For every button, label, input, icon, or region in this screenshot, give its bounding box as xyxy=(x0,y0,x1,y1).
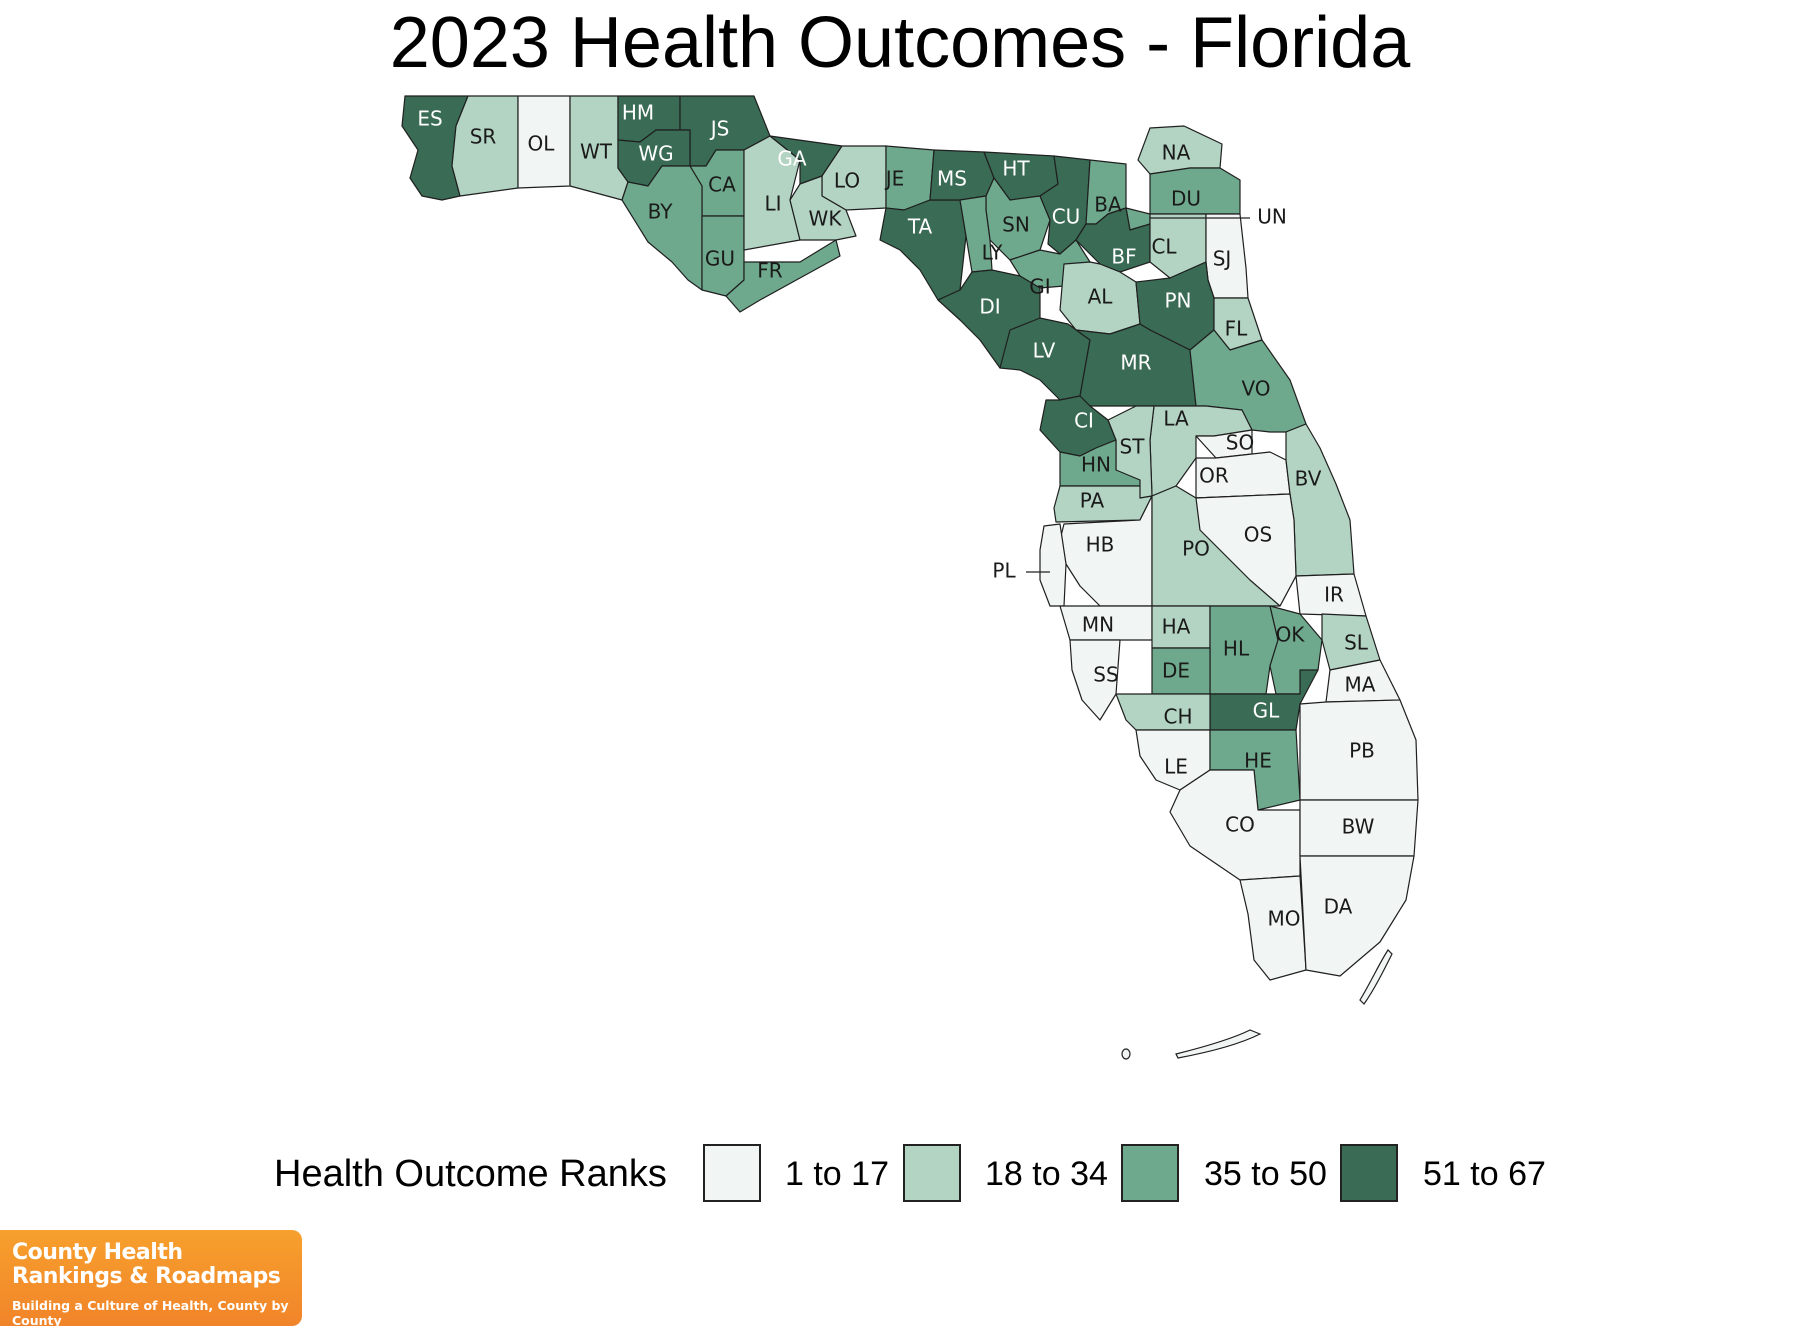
county-label-hb: HB xyxy=(1086,533,1115,557)
county-label-sl: SL xyxy=(1344,631,1369,655)
map-title: 2023 Health Outcomes - Florida xyxy=(389,3,1411,83)
county-label-ca: CA xyxy=(708,173,736,197)
county-label-gu: GU xyxy=(705,247,735,271)
county-label-wt: WT xyxy=(580,140,613,164)
county-by xyxy=(621,165,703,291)
county-fr xyxy=(725,239,841,313)
county-label-du: DU xyxy=(1171,187,1201,211)
county-label-hn: HN xyxy=(1081,453,1111,477)
county-label-os: OS xyxy=(1244,523,1272,547)
county-label-ta: TA xyxy=(907,215,933,239)
county-label-sn: SN xyxy=(1002,213,1030,237)
county-ss xyxy=(1069,639,1121,721)
county-label-ga: GA xyxy=(777,147,806,171)
county-ly xyxy=(959,195,993,273)
county-label-ir: IR xyxy=(1324,583,1344,607)
county-wk xyxy=(789,175,857,241)
county-label-es: ES xyxy=(417,107,442,131)
county-label-ol: OL xyxy=(528,132,556,156)
county-label-vo: VO xyxy=(1241,377,1270,401)
county-label-po: PO xyxy=(1182,537,1210,561)
county-os xyxy=(1195,493,1297,607)
county-label-co: CO xyxy=(1225,813,1255,837)
county-label-pa: PA xyxy=(1080,489,1105,513)
county-label-al: AL xyxy=(1088,285,1114,309)
county-label-li: LI xyxy=(764,192,781,216)
county-label-ha: HA xyxy=(1162,615,1191,639)
county-label-ba: BA xyxy=(1094,193,1122,217)
county-label-js: JS xyxy=(709,117,730,141)
county-bv xyxy=(1285,423,1355,577)
county-mo xyxy=(1239,875,1307,981)
county-label-pn: PN xyxy=(1164,289,1191,313)
legend-swatch-18-to-34 xyxy=(903,1144,961,1202)
county-label-pb: PB xyxy=(1349,739,1375,763)
county-label-lv: LV xyxy=(1033,339,1056,363)
county-label-wk: WK xyxy=(809,207,843,231)
legend-label-51-to-67: 51 to 67 xyxy=(1423,1155,1546,1193)
logo-tagline: Building a Culture of Health, County by … xyxy=(12,1298,289,1328)
logo-line1: County Health xyxy=(12,1240,183,1265)
county-health-rankings-logo: County Health Rankings & Roadmaps Buildi… xyxy=(0,1230,302,1328)
florida-keys xyxy=(1121,949,1393,1060)
county-label-hm: HM xyxy=(622,101,654,125)
county-label-bv: BV xyxy=(1295,467,1322,491)
county-label-st: ST xyxy=(1120,435,1146,459)
county-label-mn: MN xyxy=(1082,613,1114,637)
county-label-lo: LO xyxy=(834,169,860,193)
legend-swatch-35-to-50 xyxy=(1121,1144,1179,1202)
county-label-ma: MA xyxy=(1345,673,1376,697)
county-label-he: HE xyxy=(1244,749,1272,773)
county-label-ci: CI xyxy=(1074,409,1094,433)
county-da xyxy=(1299,855,1415,977)
county-label-bw: BW xyxy=(1342,815,1375,839)
county-label-ms: MS xyxy=(937,167,967,191)
legend-label-1-to-17: 1 to 17 xyxy=(785,1155,889,1193)
logo-line2: Rankings & Roadmaps xyxy=(12,1264,281,1289)
legend-label-35-to-50: 35 to 50 xyxy=(1204,1155,1327,1193)
county-label-sr: SR xyxy=(470,125,497,149)
county-label-gi: GI xyxy=(1029,275,1050,299)
county-label-or: OR xyxy=(1199,464,1229,488)
county-ok xyxy=(1269,605,1323,695)
county-label-la: LA xyxy=(1163,407,1189,431)
county-label-bf: BF xyxy=(1111,245,1136,269)
county-label-ly: LY xyxy=(982,241,1003,265)
county-label-gl: GL xyxy=(1253,699,1280,723)
county-label-je: JE xyxy=(884,167,905,191)
county-label-cu: CU xyxy=(1052,205,1081,229)
county-label-de: DE xyxy=(1162,659,1190,683)
county-label-da: DA xyxy=(1324,895,1353,919)
legend-label-18-to-34: 18 to 34 xyxy=(985,1155,1108,1193)
county-label-le: LE xyxy=(1164,755,1188,779)
county-label-wg: WG xyxy=(638,142,673,166)
county-label-cl: CL xyxy=(1151,235,1177,259)
county-label-mr: MR xyxy=(1120,351,1151,375)
county-label-ss: SS xyxy=(1093,663,1118,687)
county-label-fr: FR xyxy=(757,259,783,283)
county-pl xyxy=(1039,523,1067,607)
county-label-fl: FL xyxy=(1225,317,1249,341)
legend-title: Health Outcome Ranks xyxy=(274,1153,667,1195)
county-label-pl: PL xyxy=(992,559,1016,583)
florida-county-map: ES SR OL WT HM JS WG CA BY GU FR LI GA LO WK JE TA MS HT SN… xyxy=(401,95,1419,1060)
county-label-un: UN xyxy=(1257,205,1287,229)
county-so xyxy=(1195,429,1253,459)
county-label-di: DI xyxy=(979,295,1000,319)
legend-swatch-1-to-17 xyxy=(703,1144,761,1202)
county-label-by: BY xyxy=(648,200,674,224)
county-label-ht: HT xyxy=(1002,157,1030,181)
legend-swatch-51-to-67 xyxy=(1340,1144,1398,1202)
county-label-so: SO xyxy=(1226,431,1254,455)
county-label-sj: SJ xyxy=(1213,247,1232,271)
county-label-hl: HL xyxy=(1223,637,1250,661)
county-label-mo: MO xyxy=(1268,907,1301,931)
county-label-ch: CH xyxy=(1163,705,1192,729)
county-label-ok: OK xyxy=(1276,623,1306,647)
county-label-na: NA xyxy=(1162,141,1191,165)
county-shapes xyxy=(401,95,1419,1060)
